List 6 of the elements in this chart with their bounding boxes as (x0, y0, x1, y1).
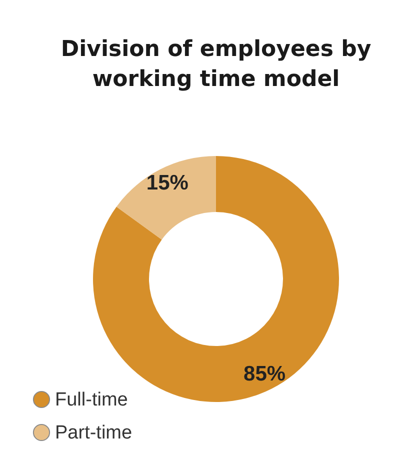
chart-title: Division of employees by working time model (60, 37, 372, 92)
data-label: 15% (146, 172, 189, 195)
donut-slice (116, 156, 216, 240)
legend-label: Full-time (55, 390, 128, 410)
legend-label: Part-time (55, 422, 132, 444)
data-label: 85% (244, 362, 286, 386)
